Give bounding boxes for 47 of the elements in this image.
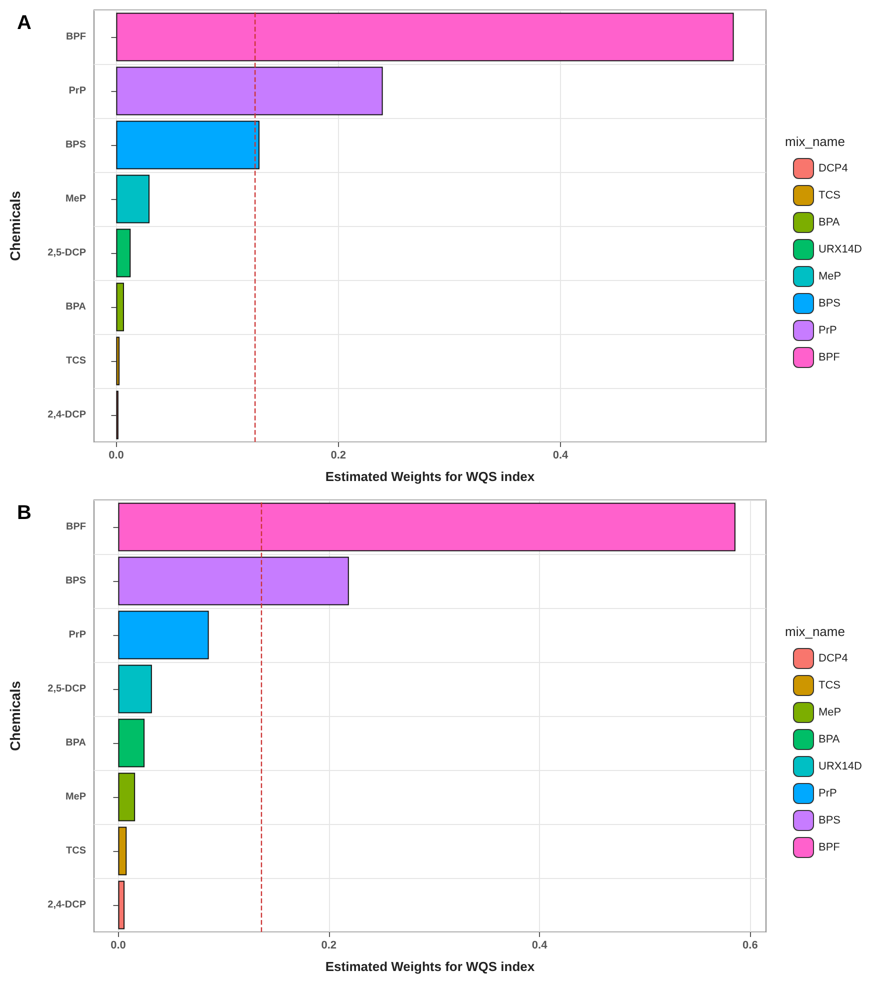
y-tick-label: BPA [66,302,86,312]
legend-label: TCS [818,190,840,202]
y-tick-label: 2,5-DCP [48,684,86,694]
y-tick-label: PrP [68,630,86,640]
chart-title: B [17,502,32,524]
legend-title: mix_name [785,624,845,639]
y-tick-label: BPF [66,522,86,532]
y-tick-label: BPF [66,32,86,42]
legend-label: URX14D [818,244,862,256]
x-axis-title: Estimated Weights for WQS index [325,469,536,484]
y-axis-title: Chemicals [7,190,23,262]
legend-label: URX14D [818,760,862,772]
y-tick-label: PrP [68,86,86,96]
legend-label: PrP [818,788,837,800]
legend-label: BPA [818,734,840,746]
legend-label: BPS [818,298,841,310]
legend-label: DCP4 [818,652,848,664]
y-tick-label: MeP [65,792,86,802]
y-tick-label: TCS [66,846,86,856]
chart-title: A [17,12,32,34]
x-tick-label: 0.6 [742,940,758,952]
legend-label: MeP [818,270,842,282]
y-tick-label: 2,5-DCP [48,248,86,258]
legend-label: TCS [818,680,840,692]
legend-label: DCP4 [818,162,848,174]
x-axis-title: Estimated Weights for WQS index [325,959,536,974]
legend-title: mix_name [785,134,845,149]
legend-label: BPS [818,814,841,826]
y-tick-label: MeP [65,194,86,204]
y-tick-label: BPS [65,576,86,586]
x-tick-label: 0.2 [330,450,346,462]
legend-label: PrP [818,324,837,336]
x-tick-label: 0.4 [552,450,570,462]
legend-label: BPF [818,842,840,854]
x-tick-label: 0.4 [532,940,548,952]
legend-label: BPA [818,216,840,228]
x-tick-label: 0.2 [321,940,337,952]
legend-label: MeP [818,706,842,718]
x-tick-label: 0.0 [110,940,126,952]
y-tick-label: BPA [66,738,86,748]
y-tick-label: 2,4-DCP [48,410,86,420]
y-axis-title: Chemicals [7,680,23,752]
x-tick-label: 0.0 [108,450,124,462]
legend-label: BPF [818,352,840,364]
y-tick-label: TCS [66,356,86,366]
y-tick-label: 2,4-DCP [48,900,86,910]
y-tick-label: BPS [65,140,86,150]
